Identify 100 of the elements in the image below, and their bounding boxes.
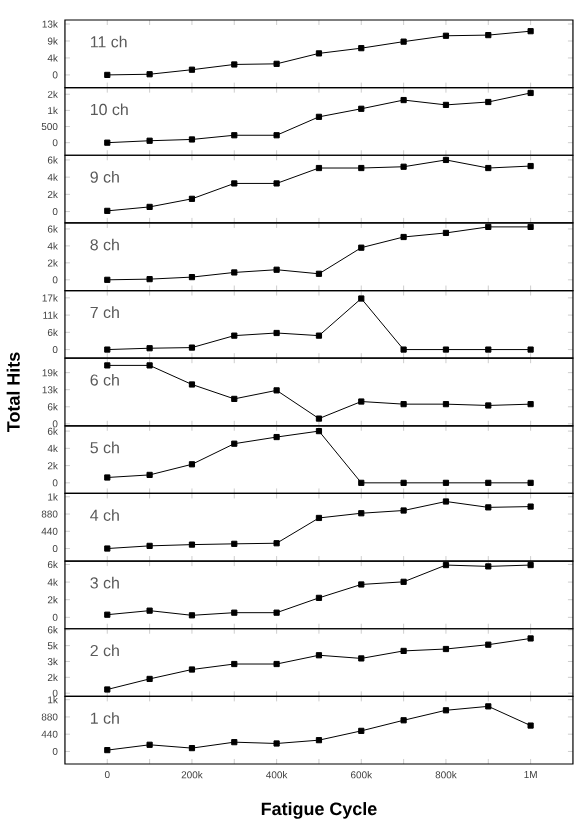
point xyxy=(188,612,195,619)
point xyxy=(527,162,534,170)
point xyxy=(527,722,534,729)
point xyxy=(357,727,364,734)
point xyxy=(400,163,407,170)
point xyxy=(400,479,407,486)
point xyxy=(442,101,449,108)
point xyxy=(315,270,322,277)
point xyxy=(146,607,153,614)
point xyxy=(273,132,280,139)
point xyxy=(273,540,280,547)
point xyxy=(315,415,322,422)
point xyxy=(315,652,322,659)
point xyxy=(400,38,407,45)
point xyxy=(315,514,322,522)
point xyxy=(527,223,534,230)
point xyxy=(357,581,364,588)
point xyxy=(315,113,322,120)
point xyxy=(442,645,449,653)
point xyxy=(230,609,237,616)
point xyxy=(442,32,449,39)
point xyxy=(484,346,491,353)
point xyxy=(357,295,364,302)
point xyxy=(146,203,153,210)
point xyxy=(357,244,364,251)
point xyxy=(400,346,407,353)
point xyxy=(146,471,153,479)
point xyxy=(400,717,407,724)
point xyxy=(146,276,153,283)
point xyxy=(146,71,153,78)
point xyxy=(146,675,153,683)
point xyxy=(527,28,534,35)
point xyxy=(315,428,322,435)
point xyxy=(357,510,364,517)
point xyxy=(103,139,110,146)
y-axis-title: Total Hits xyxy=(6,352,20,432)
point xyxy=(442,346,449,353)
x-axis-title: Fatigue Cycle xyxy=(261,802,377,819)
point xyxy=(484,504,491,511)
point xyxy=(230,540,237,547)
point xyxy=(484,164,491,172)
point xyxy=(103,71,110,79)
point xyxy=(484,98,491,106)
point xyxy=(188,136,195,143)
point xyxy=(442,401,449,408)
point xyxy=(357,398,364,405)
point xyxy=(103,346,110,353)
point xyxy=(315,50,322,57)
point xyxy=(484,32,491,39)
point xyxy=(273,60,280,67)
point xyxy=(400,401,407,408)
point xyxy=(188,195,195,202)
point xyxy=(188,745,195,752)
point xyxy=(357,105,364,112)
point xyxy=(442,498,449,505)
point xyxy=(103,362,110,369)
point xyxy=(146,542,153,549)
point xyxy=(400,578,407,585)
point xyxy=(442,707,449,714)
point xyxy=(230,440,237,447)
point xyxy=(484,563,491,570)
point xyxy=(357,479,364,486)
point xyxy=(442,156,449,164)
point xyxy=(230,180,237,187)
point xyxy=(188,66,195,73)
point xyxy=(527,561,534,569)
point xyxy=(442,561,449,569)
point xyxy=(103,207,110,214)
point xyxy=(315,737,322,744)
point xyxy=(188,344,195,351)
point xyxy=(357,164,364,172)
point xyxy=(527,479,534,486)
point xyxy=(103,611,110,618)
point xyxy=(230,332,237,339)
point xyxy=(188,541,195,548)
point xyxy=(188,461,195,468)
point xyxy=(230,660,237,668)
point xyxy=(484,223,491,230)
point xyxy=(484,402,491,409)
point xyxy=(273,433,280,441)
point xyxy=(527,89,534,97)
point xyxy=(103,276,110,283)
point xyxy=(230,739,237,746)
point xyxy=(273,266,280,273)
point xyxy=(230,395,237,402)
point xyxy=(400,96,407,104)
point xyxy=(442,229,449,237)
point xyxy=(484,703,491,710)
point xyxy=(103,747,110,754)
point xyxy=(273,660,280,668)
point xyxy=(357,655,364,662)
point xyxy=(188,381,195,388)
point xyxy=(273,740,280,747)
point xyxy=(273,180,280,187)
point xyxy=(400,507,407,514)
point xyxy=(188,274,195,281)
point xyxy=(527,503,534,510)
point xyxy=(103,474,110,481)
point xyxy=(230,61,237,68)
point xyxy=(442,479,449,486)
